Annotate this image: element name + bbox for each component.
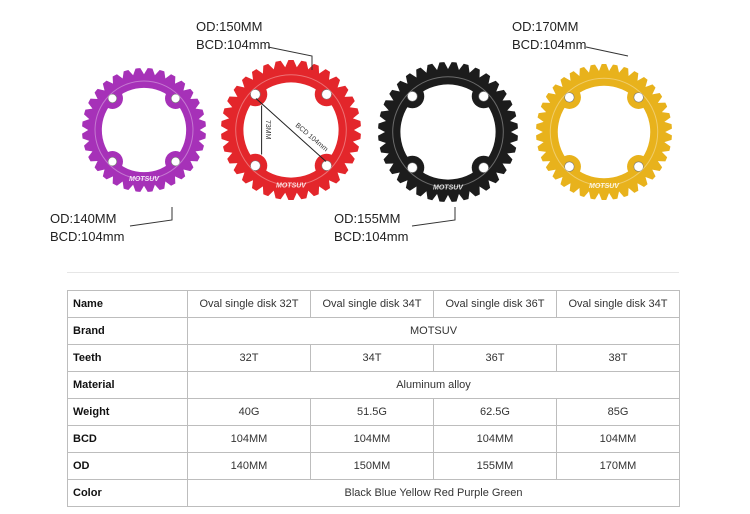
bcd-dimension-line <box>255 98 327 162</box>
table-row-name: Name Oval single disk 32T Oval single di… <box>67 290 680 318</box>
callout-od170: OD:170MM BCD:104mm <box>512 18 586 54</box>
bolt-hole <box>564 161 575 172</box>
bolt-hole <box>170 156 181 167</box>
table-cell: 51.5G <box>310 398 434 426</box>
callout-od-text: OD:155MM <box>334 211 401 226</box>
table-cell: 104MM <box>556 425 680 453</box>
callout-line-170 <box>585 46 629 57</box>
callout-bcd-text: BCD:104mm <box>334 229 409 244</box>
bolt-hole <box>478 91 489 102</box>
row-label: BCD <box>67 425 188 453</box>
callout-od-text: OD:150MM <box>196 19 263 34</box>
bolt-hole <box>321 89 332 100</box>
table-cell: 34T <box>310 344 434 372</box>
table-cell: 40G <box>187 398 311 426</box>
row-label: Material <box>67 371 188 399</box>
spec-table: Name Oval single disk 32T Oval single di… <box>67 290 680 507</box>
table-row-weight: Weight 40G 51.5G 62.5G 85G <box>67 398 680 426</box>
chainring-highlight <box>392 76 504 188</box>
table-row-color: Color Black Blue Yellow Red Purple Green <box>67 479 680 507</box>
callout-line-140 <box>129 207 173 227</box>
table-cell: 104MM <box>433 425 557 453</box>
bolt-hole <box>564 92 575 103</box>
callout-line-150 <box>267 46 313 70</box>
table-cell: MOTSUV <box>187 317 680 345</box>
table-cell: 104MM <box>310 425 434 453</box>
table-row-material: Material Aluminum alloy <box>67 371 680 399</box>
callout-od-text: OD:140MM <box>50 211 117 226</box>
chainring-highlight <box>549 77 659 187</box>
row-label: Weight <box>67 398 188 426</box>
callout-od140: OD:140MM BCD:104mm <box>50 210 124 246</box>
callout-line-155 <box>411 207 456 227</box>
chainring-logo: MOTSUV <box>276 182 307 189</box>
bolt-hole <box>107 156 118 167</box>
bolt-hole <box>407 162 418 173</box>
bolt-hole <box>407 91 418 102</box>
table-cell: 32T <box>187 344 311 372</box>
chainring-center-hole <box>101 87 187 173</box>
row-label: Name <box>67 290 188 318</box>
table-cell: 170MM <box>556 452 680 480</box>
table-row-od: OD 140MM 150MM 155MM 170MM <box>67 452 680 480</box>
callout-bcd-text: BCD:104mm <box>50 229 125 244</box>
chainring-purple: MOTSUV <box>82 68 206 192</box>
table-cell: 155MM <box>433 452 557 480</box>
chainring-logo: MOTSUV <box>433 184 464 191</box>
table-cell: Oval single disk 34T <box>310 290 434 318</box>
table-row-teeth: Teeth 32T 34T 36T 38T <box>67 344 680 372</box>
table-cell: Black Blue Yellow Red Purple Green <box>187 479 680 507</box>
table-cell: 38T <box>556 344 680 372</box>
chainring-logo: MOTSUV <box>589 183 620 190</box>
table-cell: 85G <box>556 398 680 426</box>
callout-od150: OD:150MM BCD:104mm <box>196 18 270 54</box>
table-cell: 104MM <box>187 425 311 453</box>
chainring-black: MOTSUV <box>378 62 518 202</box>
table-cell: 150MM <box>310 452 434 480</box>
chainring-highlight <box>94 80 194 180</box>
table-cell: Oval single disk 34T <box>556 290 680 318</box>
bolt-hole <box>633 161 644 172</box>
bolt-hole <box>250 89 261 100</box>
chainring-gold: MOTSUV <box>536 64 672 200</box>
row-label: Color <box>67 479 188 507</box>
callout-od155: OD:155MM BCD:104mm <box>334 210 408 246</box>
chainring-logo: MOTSUV <box>129 176 160 183</box>
bolt-hole <box>321 160 332 171</box>
table-row-brand: Brand MOTSUV <box>67 317 680 345</box>
row-label: Brand <box>67 317 188 345</box>
dimension-label: 73MM <box>264 120 271 140</box>
callout-bcd-text: BCD:104mm <box>196 37 271 52</box>
chainring-center-hole <box>557 85 651 179</box>
divider <box>67 272 679 273</box>
row-label: OD <box>67 452 188 480</box>
bolt-hole <box>107 93 118 104</box>
table-cell: 36T <box>433 344 557 372</box>
bolt-hole <box>250 160 261 171</box>
chainring-highlight <box>235 74 347 186</box>
table-cell: 140MM <box>187 452 311 480</box>
table-row-bcd: BCD 104MM 104MM 104MM 104MM <box>67 425 680 453</box>
chainring-center-hole <box>400 84 496 180</box>
bolt-hole <box>633 92 644 103</box>
table-cell: Oval single disk 32T <box>187 290 311 318</box>
row-label: Teeth <box>67 344 188 372</box>
table-cell: 62.5G <box>433 398 557 426</box>
table-cell: Oval single disk 36T <box>433 290 557 318</box>
callout-od-text: OD:170MM <box>512 19 579 34</box>
table-cell: Aluminum alloy <box>187 371 680 399</box>
callout-bcd-text: BCD:104mm <box>512 37 587 52</box>
bolt-hole <box>478 162 489 173</box>
bolt-hole <box>170 93 181 104</box>
